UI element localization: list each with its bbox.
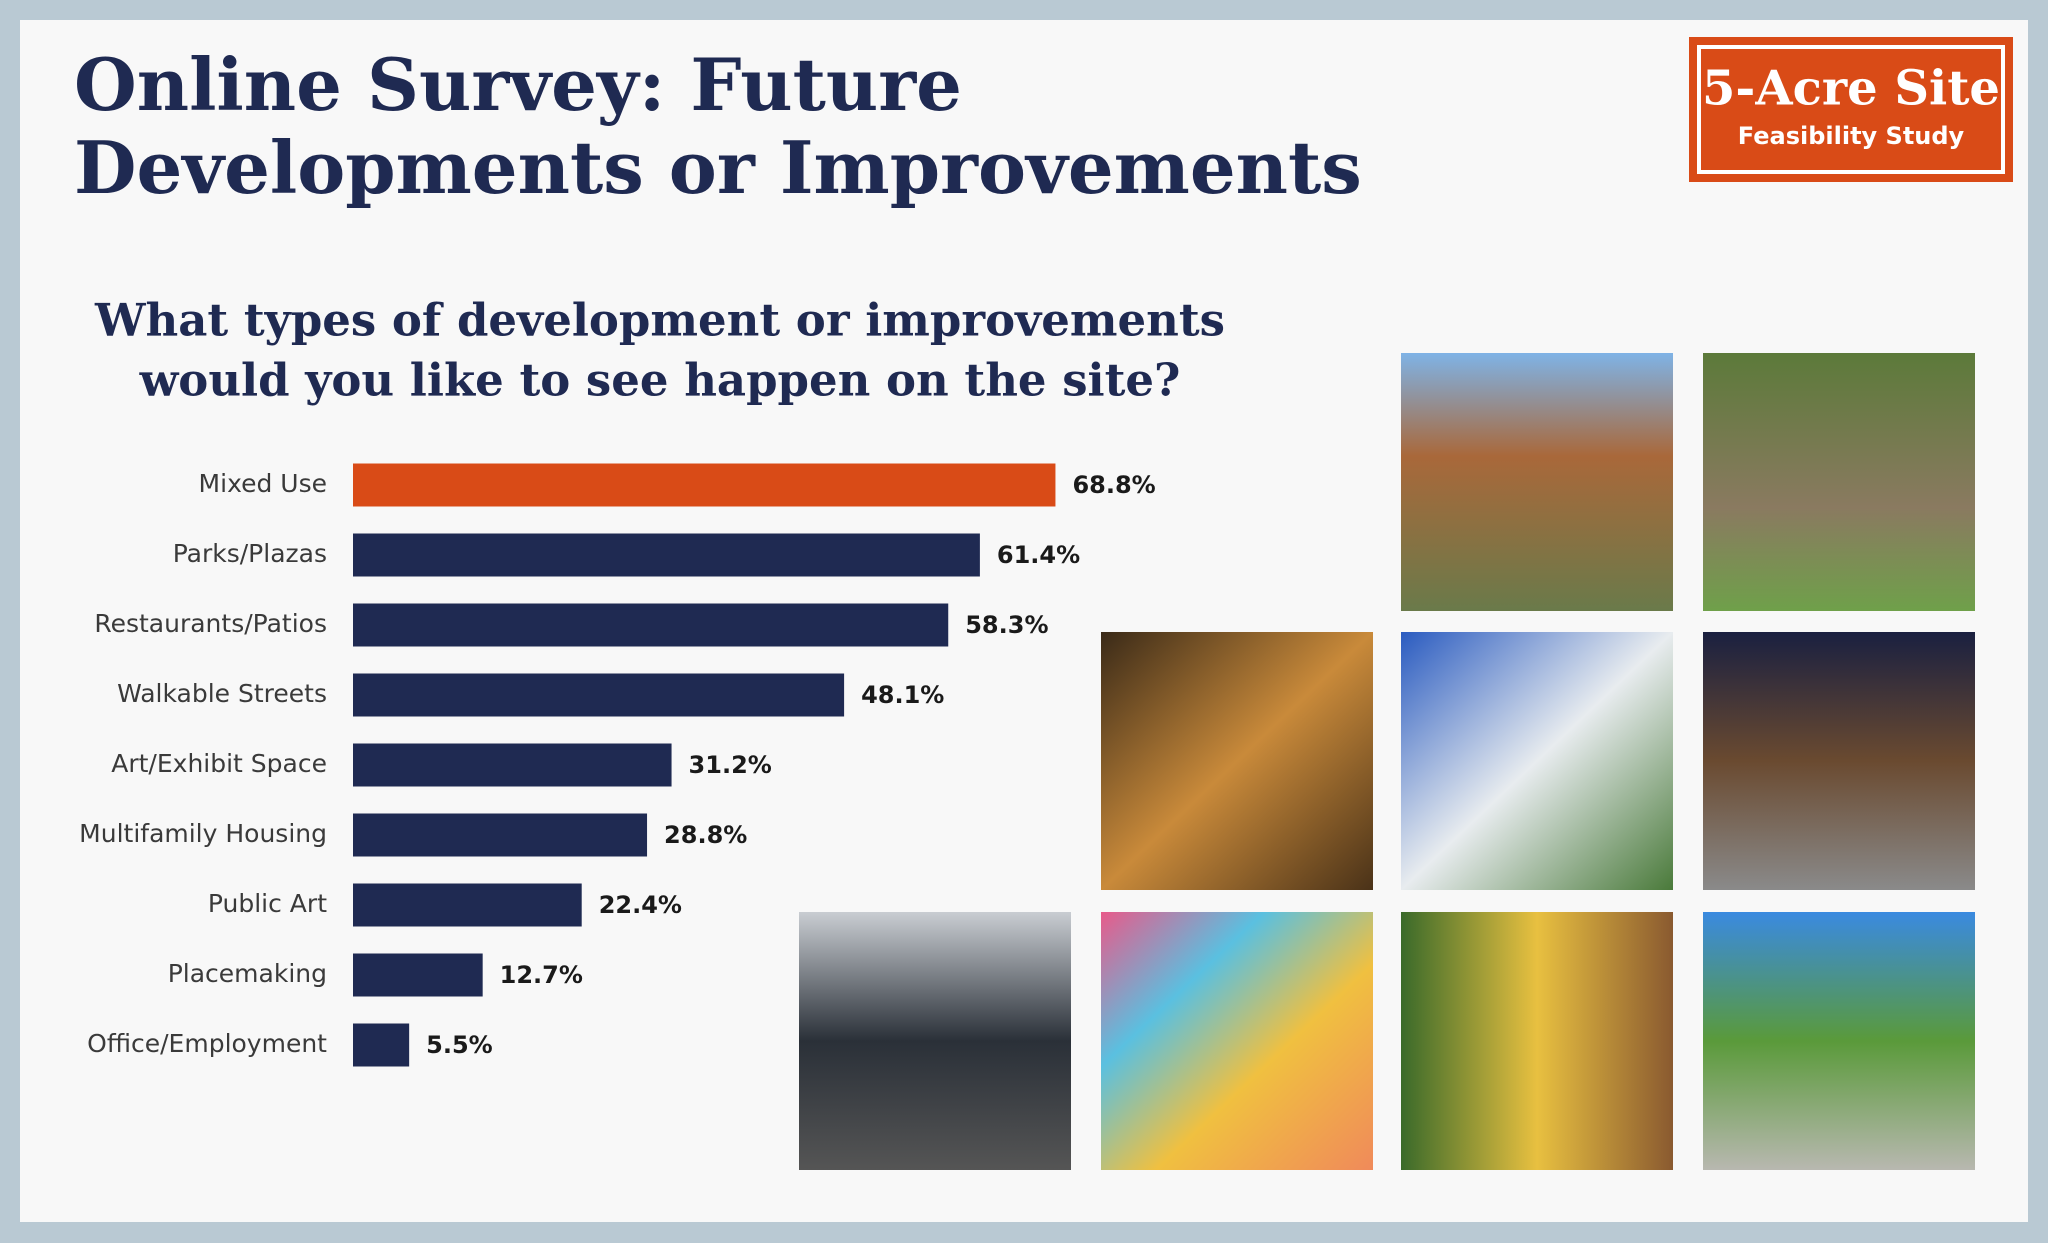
- bar: [353, 813, 648, 857]
- photo: [1703, 912, 1975, 1170]
- badge-border: [1697, 45, 2005, 174]
- photo: [1401, 912, 1673, 1170]
- value-label: 22.4%: [599, 891, 682, 919]
- photo: [799, 912, 1071, 1170]
- photo: [1401, 632, 1673, 890]
- bar: [353, 743, 672, 787]
- value-label: 48.1%: [861, 681, 944, 709]
- photo: [1703, 632, 1975, 890]
- bar: [353, 603, 949, 647]
- slide-title: Online Survey: Future: [74, 42, 962, 127]
- photos: [799, 353, 1975, 1170]
- badge-title: 5-Acre Site: [1702, 61, 2000, 117]
- photo: [1101, 912, 1373, 1170]
- slide-title: Developments or Improvements: [74, 125, 1362, 210]
- bar: [353, 953, 483, 997]
- category-label: Office/Employment: [87, 1029, 327, 1058]
- category-label: Placemaking: [168, 959, 327, 988]
- chart-title: would you like to see happen on the site…: [139, 354, 1181, 407]
- bar: [353, 1023, 410, 1067]
- chart-title: What types of development or improvement…: [94, 294, 1225, 347]
- category-label: Art/Exhibit Space: [111, 749, 327, 778]
- category-label: Walkable Streets: [117, 679, 327, 708]
- value-label: 5.5%: [426, 1031, 493, 1059]
- category-label: Multifamily Housing: [79, 819, 327, 848]
- bar: [353, 463, 1056, 507]
- bar: [353, 883, 582, 927]
- photo: [1101, 632, 1373, 890]
- category-label: Public Art: [208, 889, 327, 918]
- bar: [353, 673, 845, 717]
- category-label: Mixed Use: [199, 469, 327, 498]
- value-label: 28.8%: [664, 821, 747, 849]
- value-label: 61.4%: [997, 541, 1080, 569]
- photo: [1401, 353, 1673, 611]
- value-label: 58.3%: [965, 611, 1048, 639]
- badge: 5-Acre Site Feasibility Study: [1689, 37, 2013, 182]
- value-label: 68.8%: [1072, 471, 1155, 499]
- badge-subtitle: Feasibility Study: [1738, 122, 1965, 150]
- badge-frame: [1689, 37, 2013, 182]
- category-label: Restaurants/Patios: [94, 609, 327, 638]
- category-label: Parks/Plazas: [173, 539, 327, 568]
- photo: [1703, 353, 1975, 611]
- value-label: 31.2%: [689, 751, 772, 779]
- value-label: 12.7%: [500, 961, 583, 989]
- bar: [353, 533, 980, 577]
